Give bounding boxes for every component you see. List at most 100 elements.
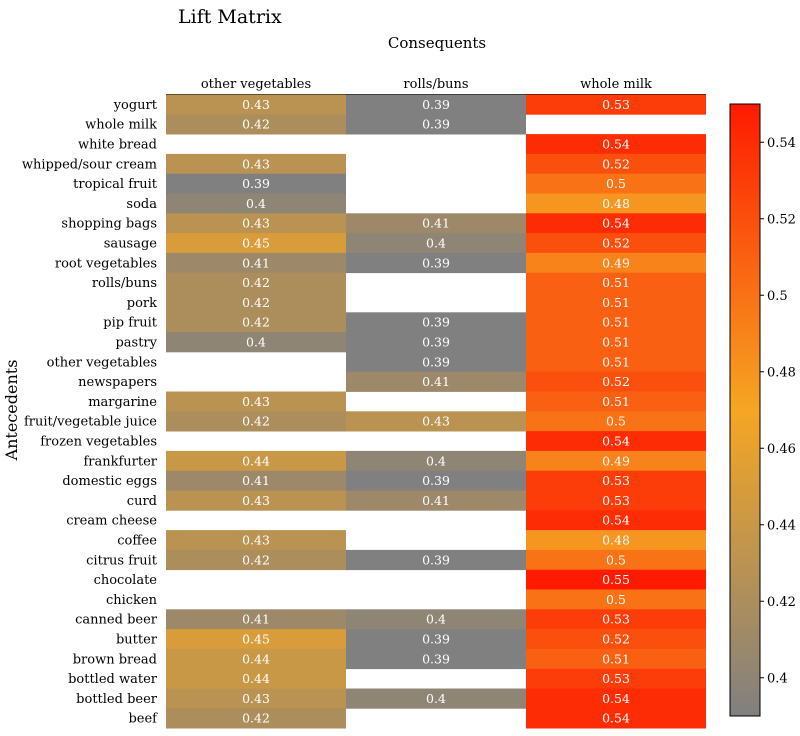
cell-value-label: 0.44 [242,453,270,468]
cell-value-label: 0.39 [422,335,450,350]
cell-value-label: 0.52 [602,236,630,251]
heatmap-cell [166,114,346,135]
cell-value-label: 0.54 [602,711,630,726]
cell-value-label: 0.4 [426,612,446,627]
heatmap-cell [166,688,346,709]
row-label: pip fruit [103,316,157,331]
cell-value-label: 0.53 [602,97,630,112]
heatmap-cell [346,648,526,670]
heatmap-cell [346,629,526,650]
cell-value-label: 0.54 [602,513,630,528]
cell-value-label: 0.41 [422,216,450,231]
cell-value-label: 0.39 [422,473,450,488]
heatmap-cell [526,470,706,491]
heatmap-cell [526,431,706,452]
row-label: pastry [115,336,157,351]
column-labels: other vegetables rolls/buns whole milk [201,77,652,92]
cell-value-label: 0.39 [422,632,450,647]
cell-value-label: 0.41 [422,493,450,508]
cell-value-label: 0.42 [242,295,270,310]
heatmap-cell [526,609,706,630]
cell-value-label: 0.4 [246,335,266,350]
chart-title: Lift Matrix [178,6,282,28]
heatmap-cell [166,470,346,491]
cell-value-label: 0.42 [242,315,270,330]
row-label: canned beer [75,613,158,628]
cell-value-label: 0.44 [242,651,270,666]
column-label: other vegetables [201,77,311,92]
row-label: frozen vegetables [40,435,157,450]
colorbar-tick-label: 0.4 [767,671,788,686]
heatmap-cell [346,490,526,511]
row-label: fruit/vegetable juice [24,415,157,430]
cell-value-label: 0.54 [602,216,630,231]
heatmap-cell [526,589,706,610]
row-labels: yogurt whole milk white bread whipped/sour … [22,98,158,727]
heatmap-cell [166,292,346,313]
cell-value-label: 0.39 [242,176,270,191]
colorbar-tick-label: 0.54 [767,136,796,151]
row-label: brown bread [73,652,157,667]
row-label: tropical fruit [73,177,158,192]
heatmap-cell [526,233,706,254]
heatmap-cell [526,173,706,194]
heatmap-cell [526,450,706,472]
cell-value-label: 0.39 [422,97,450,112]
heatmap-cell [346,332,526,353]
heatmap-cell [166,629,346,650]
heatmap-cell [526,490,706,511]
heatmap-cell [166,391,346,412]
heatmap-cell [346,233,526,254]
cell-value-label: 0.44 [242,671,270,686]
heatmap-cell [526,391,706,412]
heatmap-cell [166,94,346,115]
row-label: root vegetables [55,256,157,271]
cell-value-label: 0.42 [242,552,270,567]
row-label: whipped/sour cream [22,157,157,172]
heatmap-cell [166,549,346,571]
heatmap-cell [166,312,346,333]
row-label: rolls/buns [92,276,157,291]
row-label: other vegetables [47,355,157,370]
heatmap-cell [526,153,706,175]
heatmap-cell [166,609,346,630]
heatmap-cell [526,668,706,689]
cell-value-label: 0.42 [242,414,270,429]
heatmap-cell [526,213,706,234]
cell-value-label: 0.41 [242,612,270,627]
row-label: bottled beer [76,692,158,707]
heatmap-cell [166,153,346,175]
heatmap-cell [526,530,706,551]
heatmap-cell [166,213,346,234]
cell-value-label: 0.45 [242,632,270,647]
cell-value-label: 0.41 [242,473,270,488]
row-label: curd [127,494,157,509]
row-label: sausage [104,237,158,252]
cell-value-label: 0.53 [602,493,630,508]
heatmap-cell [166,411,346,432]
row-label: butter [116,633,158,648]
row-label: soda [126,197,157,212]
cell-value-label: 0.55 [602,572,630,587]
heatmap-cell [526,510,706,531]
heatmap-cell [346,213,526,234]
heatmap-cell [526,648,706,670]
cell-value-label: 0.41 [422,374,450,389]
cell-value-label: 0.53 [602,671,630,686]
heatmap-cell [166,530,346,551]
heatmap-cell [166,332,346,353]
heatmap-cell [346,351,526,373]
cell-value-label: 0.42 [242,711,270,726]
colorbar-tick-label: 0.44 [767,518,796,533]
column-label: rolls/buns [403,77,468,92]
cell-value-label: 0.52 [602,632,630,647]
cell-value-label: 0.43 [242,97,270,112]
cell-value-label: 0.51 [602,295,630,310]
cell-value-label: 0.42 [242,117,270,132]
cell-value-label: 0.51 [602,394,630,409]
row-label: chicken [106,593,158,608]
cell-value-label: 0.43 [422,414,450,429]
row-label: newspapers [78,375,157,390]
cell-value-label: 0.39 [422,315,450,330]
cell-value-label: 0.54 [602,434,630,449]
